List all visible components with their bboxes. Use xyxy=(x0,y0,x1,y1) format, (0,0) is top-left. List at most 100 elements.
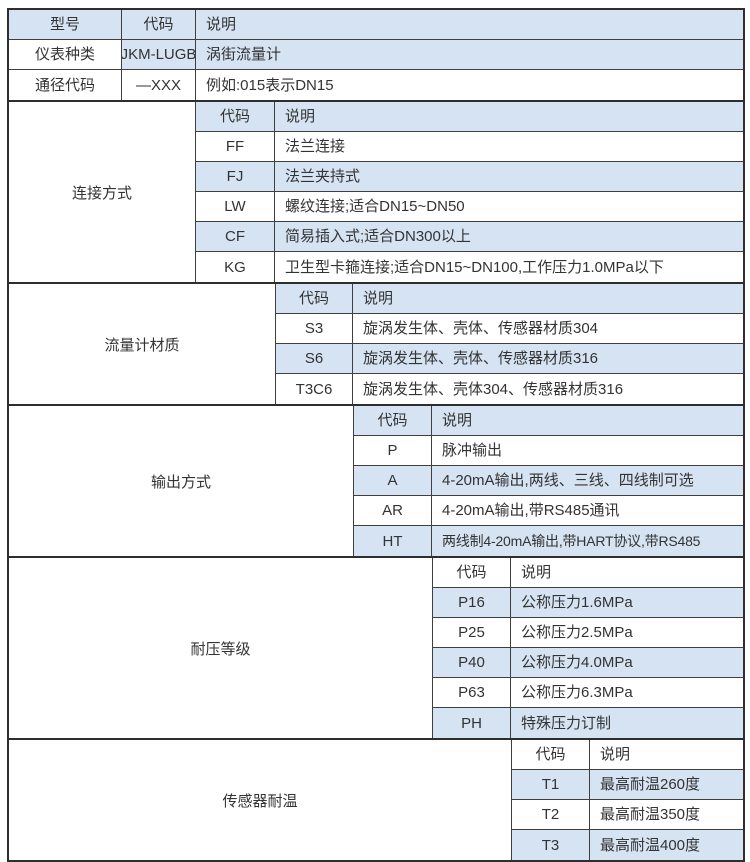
subtable-pressure-rating: 代码 说明 P16 公称压力1.6MPa P25 公称压力2.5MPa P40 … xyxy=(433,558,743,738)
code-cell: T2 xyxy=(512,800,590,829)
table-row: HT 两线制4-20mA输出,带HART协议,带RS485 xyxy=(354,526,743,556)
code-cell: P xyxy=(354,436,432,465)
desc-cell: 最高耐温350度 xyxy=(590,800,743,829)
desc-cell: 涡街流量计 xyxy=(196,40,743,69)
desc-cell: 最高耐温260度 xyxy=(590,770,743,799)
code-cell: P63 xyxy=(433,678,511,707)
table-header-row: 型号 代码 说明 xyxy=(9,10,743,40)
header-desc-cell: 说明 xyxy=(432,406,743,435)
code-cell: P16 xyxy=(433,588,511,617)
section-meter-material: 流量计材质 代码 说明 S3 旋涡发生体、壳体、传感器材质304 S6 旋涡发生… xyxy=(9,282,743,404)
code-cell: T3C6 xyxy=(276,374,353,404)
table-row: T1 最高耐温260度 xyxy=(512,770,743,800)
desc-cell: 旋涡发生体、壳体、传感器材质304 xyxy=(353,314,743,343)
code-cell: P40 xyxy=(433,648,511,677)
header-desc-cell: 说明 xyxy=(353,284,743,313)
desc-cell: 4-20mA输出,带RS485通讯 xyxy=(432,496,743,525)
header-code-cell: 代码 xyxy=(354,406,432,435)
section-connection-type: 连接方式 代码 说明 FF 法兰连接 FJ 法兰夹持式 LW 螺纹连接;适合DN… xyxy=(9,100,743,282)
code-cell: JKM-LUGB xyxy=(122,40,196,69)
table-row: A 4-20mA输出,两线、三线、四线制可选 xyxy=(354,466,743,496)
code-cell: LW xyxy=(196,192,275,221)
desc-cell: 法兰夹持式 xyxy=(275,162,743,191)
code-cell: FJ xyxy=(196,162,275,191)
table-row: P25 公称压力2.5MPa xyxy=(433,618,743,648)
spec-table: 型号 代码 说明 仪表种类 JKM-LUGB 涡街流量计 通径代码 —XXX 例… xyxy=(7,8,745,862)
table-row: T2 最高耐温350度 xyxy=(512,800,743,830)
header-desc-cell: 说明 xyxy=(196,10,743,39)
category-output-mode: 输出方式 xyxy=(9,406,354,556)
table-row: T3C6 旋涡发生体、壳体304、传感器材质316 xyxy=(276,374,743,404)
table-row: FF 法兰连接 xyxy=(196,132,743,162)
desc-cell: 法兰连接 xyxy=(275,132,743,161)
desc-cell: 公称压力6.3MPa xyxy=(511,678,743,707)
desc-cell: 旋涡发生体、壳体、传感器材质316 xyxy=(353,344,743,373)
table-row: P40 公称压力4.0MPa xyxy=(433,648,743,678)
table-row: KG 卫生型卡箍连接;适合DN15~DN100,工作压力1.0MPa以下 xyxy=(196,252,743,282)
code-cell: AR xyxy=(354,496,432,525)
code-cell: FF xyxy=(196,132,275,161)
table-row: 仪表种类 JKM-LUGB 涡街流量计 xyxy=(9,40,743,70)
code-cell: —XXX xyxy=(122,70,196,100)
table-row: T3 最高耐温400度 xyxy=(512,830,743,860)
code-cell: A xyxy=(354,466,432,495)
subtable-header-row: 代码 说明 xyxy=(354,406,743,436)
header-code-cell: 代码 xyxy=(196,102,275,131)
table-row: LW 螺纹连接;适合DN15~DN50 xyxy=(196,192,743,222)
header-desc-cell: 说明 xyxy=(275,102,743,131)
desc-cell: 公称压力4.0MPa xyxy=(511,648,743,677)
header-code-cell: 代码 xyxy=(276,284,353,313)
header-code-cell: 代码 xyxy=(512,740,590,769)
subtable-header-row: 代码 说明 xyxy=(512,740,743,770)
table-row: P63 公称压力6.3MPa xyxy=(433,678,743,708)
subtable-meter-material: 代码 说明 S3 旋涡发生体、壳体、传感器材质304 S6 旋涡发生体、壳体、传… xyxy=(276,284,743,404)
desc-cell: 特殊压力订制 xyxy=(511,708,743,738)
desc-cell: 脉冲输出 xyxy=(432,436,743,465)
header-code-cell: 代码 xyxy=(433,558,511,587)
table-row: FJ 法兰夹持式 xyxy=(196,162,743,192)
desc-cell: 卫生型卡箍连接;适合DN15~DN100,工作压力1.0MPa以下 xyxy=(275,252,743,282)
desc-cell: 例如:015表示DN15 xyxy=(196,70,743,100)
header-code-cell: 代码 xyxy=(122,10,196,39)
table-row: 通径代码 —XXX 例如:015表示DN15 xyxy=(9,70,743,100)
desc-cell: 两线制4-20mA输出,带HART协议,带RS485 xyxy=(432,526,743,556)
subtable-header-row: 代码 说明 xyxy=(196,102,743,132)
category-meter-material: 流量计材质 xyxy=(9,284,276,404)
desc-cell: 旋涡发生体、壳体304、传感器材质316 xyxy=(353,374,743,404)
desc-cell: 公称压力1.6MPa xyxy=(511,588,743,617)
code-cell: CF xyxy=(196,222,275,251)
desc-cell: 4-20mA输出,两线、三线、四线制可选 xyxy=(432,466,743,495)
section-sensor-temp: 传感器耐温 代码 说明 T1 最高耐温260度 T2 最高耐温350度 T3 最… xyxy=(9,738,743,860)
code-cell: P25 xyxy=(433,618,511,647)
header-desc-cell: 说明 xyxy=(590,740,743,769)
table-row: PH 特殊压力订制 xyxy=(433,708,743,738)
header-desc-cell: 说明 xyxy=(511,558,743,587)
category-connection-type: 连接方式 xyxy=(9,102,196,282)
section-output-mode: 输出方式 代码 说明 P 脉冲输出 A 4-20mA输出,两线、三线、四线制可选… xyxy=(9,404,743,556)
desc-cell: 最高耐温400度 xyxy=(590,830,743,860)
header-model-cell: 型号 xyxy=(9,10,122,39)
category-sensor-temp: 传感器耐温 xyxy=(9,740,512,860)
top-band: 型号 代码 说明 仪表种类 JKM-LUGB 涡街流量计 通径代码 —XXX 例… xyxy=(9,10,743,100)
category-diameter-code: 通径代码 xyxy=(9,70,122,100)
desc-cell: 螺纹连接;适合DN15~DN50 xyxy=(275,192,743,221)
table-row: S3 旋涡发生体、壳体、传感器材质304 xyxy=(276,314,743,344)
category-pressure-rating: 耐压等级 xyxy=(9,558,433,738)
subtable-output-mode: 代码 说明 P 脉冲输出 A 4-20mA输出,两线、三线、四线制可选 AR 4… xyxy=(354,406,743,556)
subtable-header-row: 代码 说明 xyxy=(276,284,743,314)
code-cell: S6 xyxy=(276,344,353,373)
subtable-sensor-temp: 代码 说明 T1 最高耐温260度 T2 最高耐温350度 T3 最高耐温400… xyxy=(512,740,743,860)
code-cell: HT xyxy=(354,526,432,556)
table-row: AR 4-20mA输出,带RS485通讯 xyxy=(354,496,743,526)
table-row: CF 简易插入式;适合DN300以上 xyxy=(196,222,743,252)
desc-cell: 公称压力2.5MPa xyxy=(511,618,743,647)
section-pressure-rating: 耐压等级 代码 说明 P16 公称压力1.6MPa P25 公称压力2.5MPa… xyxy=(9,556,743,738)
code-cell: S3 xyxy=(276,314,353,343)
code-cell: T3 xyxy=(512,830,590,860)
table-row: P16 公称压力1.6MPa xyxy=(433,588,743,618)
table-row: S6 旋涡发生体、壳体、传感器材质316 xyxy=(276,344,743,374)
category-instrument-type: 仪表种类 xyxy=(9,40,122,69)
table-row: P 脉冲输出 xyxy=(354,436,743,466)
code-cell: PH xyxy=(433,708,511,738)
subtable-connection-type: 代码 说明 FF 法兰连接 FJ 法兰夹持式 LW 螺纹连接;适合DN15~DN… xyxy=(196,102,743,282)
